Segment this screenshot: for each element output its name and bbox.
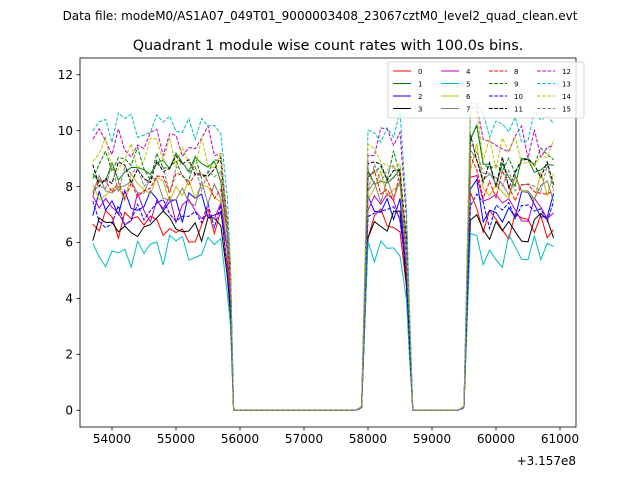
x-tick-label: 60000: [477, 432, 515, 446]
x-tick-label: 55000: [157, 432, 195, 446]
series-line-6: [92, 143, 555, 411]
legend-label-13: 13: [562, 81, 571, 89]
series-line-2: [92, 178, 555, 411]
series-line-12: [92, 104, 554, 411]
legend-label-3: 3: [418, 106, 422, 114]
chart-title: Quadrant 1 module wise count rates with …: [133, 38, 524, 54]
y-tick-label: 2: [65, 348, 73, 362]
legend-label-2: 2: [418, 93, 422, 101]
legend-label-5: 5: [466, 81, 470, 89]
series-line-4: [92, 174, 554, 411]
x-axis-offset-label: +3.157e8: [517, 454, 576, 468]
legend-label-15: 15: [562, 106, 571, 114]
x-tick-label: 58000: [349, 432, 387, 446]
legend-box: [387, 61, 585, 119]
y-tick-label: 0: [65, 403, 73, 417]
legend-label-7: 7: [466, 106, 470, 114]
y-tick-label: 12: [58, 68, 73, 82]
x-tick-label: 61000: [541, 432, 579, 446]
legend-label-10: 10: [514, 93, 523, 101]
plot-area: 54000 55000 56000 57000 58000 59000 60000 61000…: [58, 57, 585, 468]
series-line-1: [92, 123, 554, 411]
series-line-10: [92, 193, 555, 411]
legend-label-4: 4: [466, 68, 471, 76]
legend-label-6: 6: [466, 93, 471, 101]
series-line-0: [92, 192, 554, 411]
y-tick-label: 4: [65, 292, 73, 306]
x-tick-label: 59000: [413, 432, 451, 446]
series-line-3: [92, 210, 555, 411]
legend-label-11: 11: [514, 106, 523, 114]
y-tick-label: 8: [65, 180, 73, 194]
legend-label-9: 9: [514, 81, 518, 89]
figure-suptitle: Data file: modeM0/AS1A07_049T01_90000034…: [63, 9, 578, 23]
series-line-5: [92, 232, 554, 411]
legend-label-1: 1: [418, 81, 422, 89]
y-axis: 0 2 4 6 8 10 12: [58, 68, 80, 417]
series-line-9: [92, 122, 554, 411]
x-tick-label: 56000: [221, 432, 259, 446]
legend-label-12: 12: [562, 68, 571, 76]
x-axis: 54000 55000 56000 57000 58000 59000 60000 61000: [93, 427, 579, 446]
series-layer: [92, 102, 555, 411]
legend-label-14: 14: [562, 93, 571, 101]
legend-label-8: 8: [514, 68, 518, 76]
legend-label-0: 0: [418, 68, 422, 76]
series-line-7: [92, 148, 555, 411]
x-tick-label: 57000: [285, 432, 323, 446]
series-line-15: [92, 142, 555, 411]
y-tick-label: 10: [58, 124, 73, 138]
x-tick-label: 54000: [93, 432, 131, 446]
y-tick-label: 6: [65, 236, 73, 250]
